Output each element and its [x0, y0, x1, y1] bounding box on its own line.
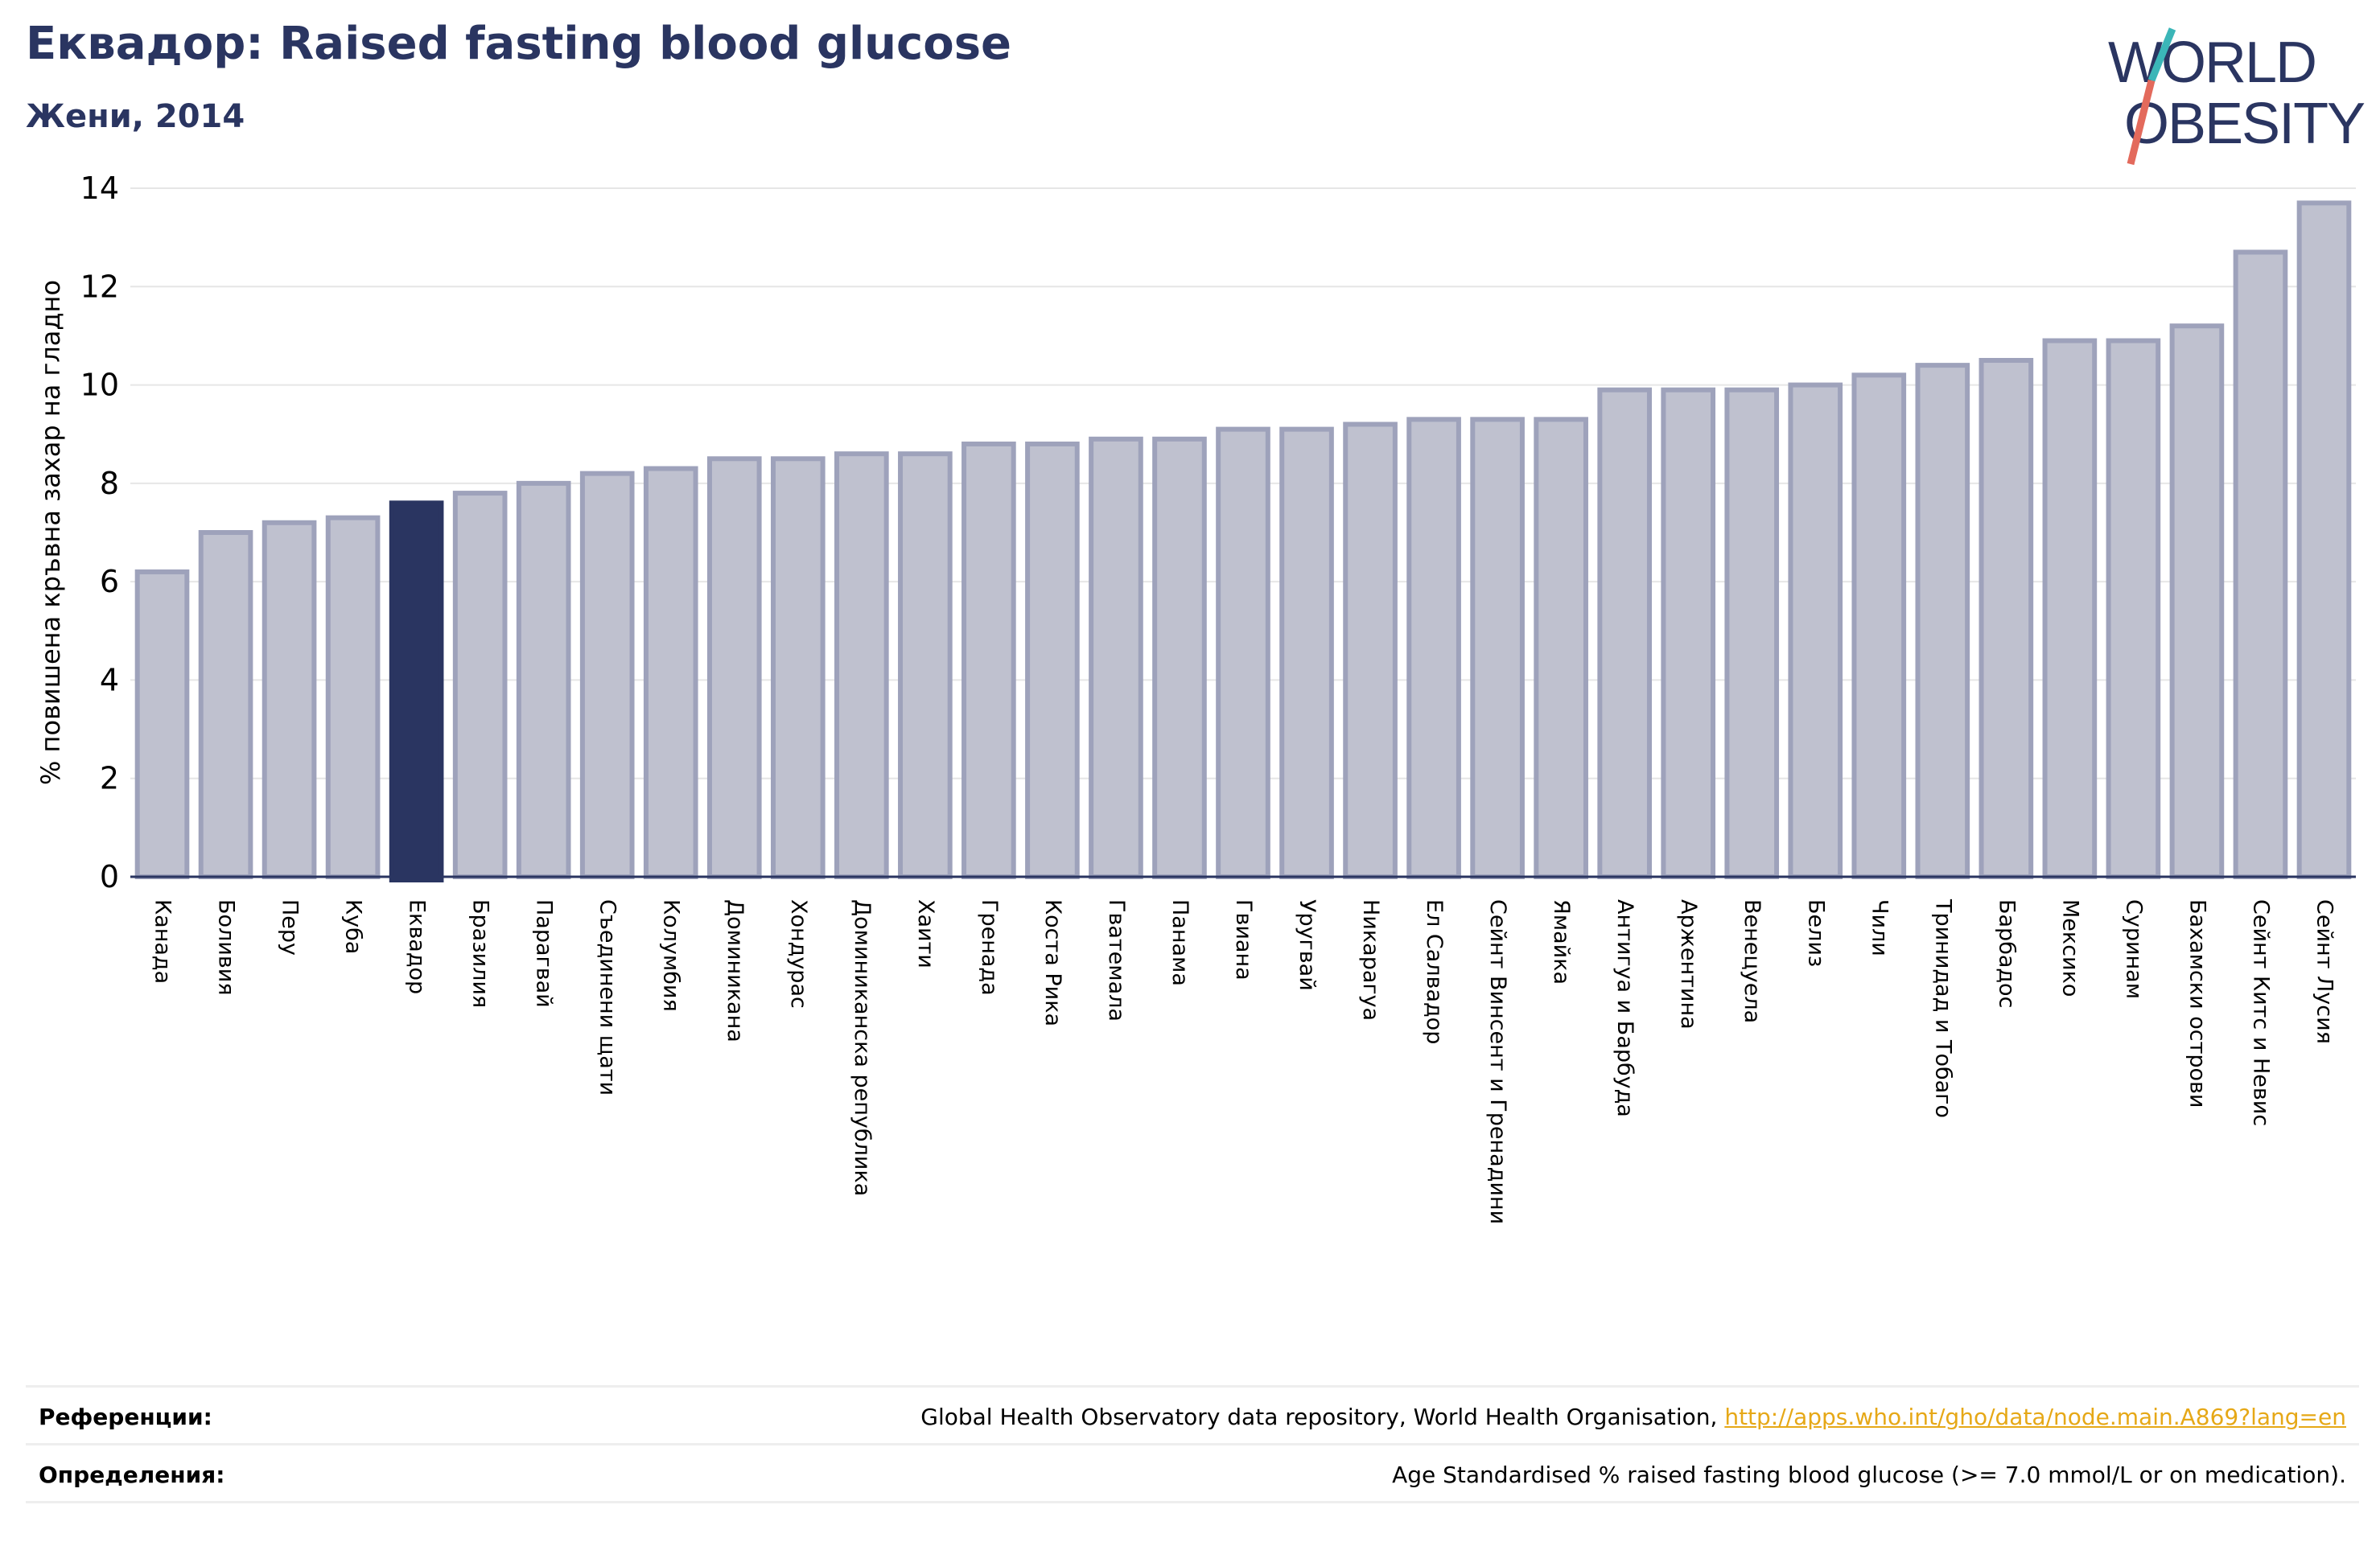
bar — [961, 441, 1016, 879]
bar — [1534, 417, 1588, 879]
svg-text:OBESITY: OBESITY — [2124, 92, 2365, 156]
bar — [579, 471, 635, 880]
world-obesity-logo: WORLD OBESITY — [2108, 27, 2366, 166]
x-tick-label: Хаити — [913, 899, 938, 968]
y-tick-label: 4 — [100, 662, 119, 697]
x-tick-label: Барбадос — [1994, 899, 2019, 1008]
bar — [1470, 417, 1525, 879]
bar — [2296, 200, 2352, 880]
x-tick-label: Ел Салвадор — [1422, 899, 1447, 1044]
x-tick-label: Еквадор — [405, 899, 430, 994]
definitions-row: Определения: Age Standardised % raised f… — [26, 1443, 2359, 1502]
x-tick-label: Мексико — [2057, 899, 2082, 997]
bar — [1661, 387, 1716, 879]
x-tick-label: Съединени щати — [595, 899, 620, 1096]
bar — [1406, 417, 1461, 879]
y-tick-label: 14 — [80, 171, 119, 206]
x-tick-label: Чили — [1867, 899, 1892, 956]
x-tick-label: Гватемала — [1104, 899, 1129, 1022]
bar — [1788, 382, 1843, 880]
x-tick-label: Сейнт Китс и Невис — [2248, 899, 2273, 1126]
x-tick-label: Хондурас — [786, 899, 811, 1009]
bar — [1851, 372, 1907, 880]
x-tick-label: Колумбия — [659, 899, 684, 1012]
x-tick-label: Перу — [278, 899, 303, 956]
x-tick-label: Панама — [1167, 899, 1192, 986]
x-tick-label: Суринам — [2121, 899, 2146, 999]
x-tick-label: Боливия — [214, 899, 239, 996]
bar — [516, 480, 571, 879]
bar — [452, 491, 508, 879]
bar — [2169, 323, 2225, 879]
bar — [834, 451, 889, 879]
references-text: Global Health Observatory data repositor… — [920, 1404, 1725, 1430]
y-tick-label: 8 — [100, 466, 119, 501]
bar — [1216, 426, 1270, 879]
x-tick-label: Уругвай — [1295, 899, 1320, 991]
references-link[interactable]: http://apps.who.int/gho/data/node.main.A… — [1724, 1404, 2346, 1430]
bar — [1915, 363, 1970, 880]
svg-text:WORLD: WORLD — [2108, 31, 2316, 95]
bar — [643, 466, 698, 879]
bar — [134, 569, 190, 880]
y-tick-label: 12 — [80, 269, 119, 304]
x-tick-label: Антигуа и Барбуда — [1612, 899, 1637, 1117]
x-tick-label: Бразилия — [468, 899, 493, 1008]
bar — [2106, 338, 2161, 879]
y-tick-label: 10 — [80, 368, 119, 403]
x-tick-label: Венецуела — [1740, 899, 1764, 1023]
bar — [2042, 338, 2098, 879]
references-value: Global Health Observatory data repositor… — [920, 1404, 2346, 1430]
bar — [389, 500, 444, 882]
bars — [134, 200, 2352, 882]
definitions-label: Определения: — [39, 1462, 225, 1488]
chart-subtitle: Жени, 2014 — [26, 98, 245, 135]
y-tick-label: 6 — [100, 564, 119, 599]
bar — [1724, 387, 1780, 879]
bar — [770, 456, 826, 879]
x-tick-label: Коста Рика — [1040, 899, 1065, 1026]
x-tick-label: Никарагуа — [1358, 899, 1383, 1021]
bar — [2233, 249, 2288, 879]
bar — [325, 515, 381, 880]
bar — [198, 530, 253, 879]
x-tick-label: Аржентина — [1676, 899, 1701, 1030]
bar — [1979, 358, 2034, 879]
definitions-value: Age Standardised % raised fasting blood … — [1392, 1462, 2346, 1488]
y-axis-label: % повишена кръвна захар на гладно — [35, 280, 66, 785]
chart-title: Еквадор: Raised fasting blood glucose — [26, 18, 1011, 70]
x-tick-label: Тринидад и Тобаго — [1930, 898, 1955, 1118]
references-label: Референции: — [39, 1404, 212, 1430]
x-tick-label: Канада — [150, 899, 175, 984]
x-tick-label: Сейнт Винсент и Гренадини — [1485, 899, 1510, 1224]
x-tick-label: Белиз — [1803, 899, 1828, 967]
bar — [1089, 436, 1143, 879]
x-axis-labels: Канада Боливия Перу Куба Еквадор Бразилия Пара… — [150, 898, 2337, 1224]
x-tick-label: Доминикана — [723, 899, 747, 1042]
x-tick-label: Гренада — [977, 899, 1002, 996]
bar — [898, 451, 953, 879]
bar — [1343, 421, 1398, 879]
bar — [706, 456, 762, 879]
footer-divider — [26, 1501, 2359, 1503]
bar — [1025, 441, 1080, 879]
y-tick-label: 0 — [100, 859, 119, 894]
bar — [1152, 436, 1207, 879]
bar — [261, 520, 317, 879]
x-tick-label: Куба — [341, 899, 366, 954]
bar — [1597, 387, 1652, 879]
x-tick-label: Доминиканска република — [850, 899, 875, 1196]
x-tick-label: Гвиана — [1231, 899, 1256, 981]
references-row: Референции: Global Health Observatory da… — [26, 1385, 2359, 1444]
x-tick-label: Сейнт Лусия — [2312, 899, 2337, 1044]
x-tick-label: Ямайка — [1549, 899, 1574, 985]
x-tick-label: Бахамски острови — [2184, 899, 2209, 1108]
bar — [1279, 426, 1334, 879]
y-tick-label: 2 — [100, 761, 119, 796]
bar-chart: 0 2 4 6 8 10 12 14 Канада Боливия Перу Куба Еквадор… — [35, 171, 2356, 1224]
x-tick-label: Парагвай — [532, 899, 557, 1008]
y-axis-ticks: 0 2 4 6 8 10 12 14 — [80, 171, 119, 894]
